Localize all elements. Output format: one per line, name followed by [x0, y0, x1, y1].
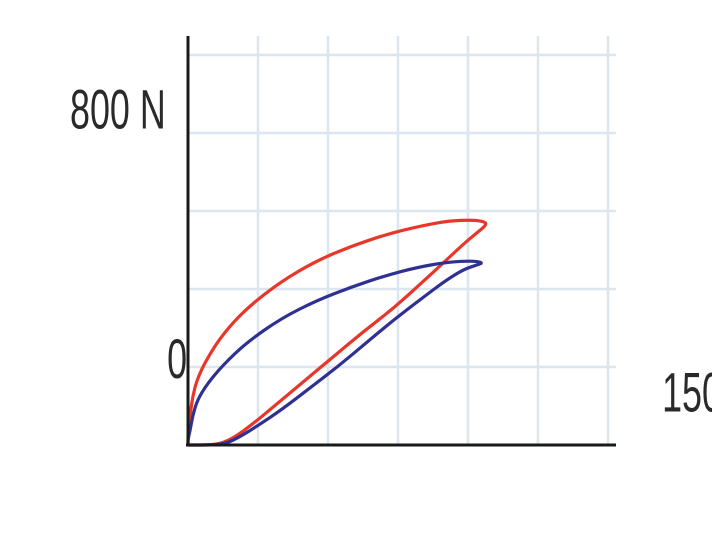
series-0-line: [186, 218, 488, 447]
y-tick-label-1: 0: [167, 328, 187, 390]
series-1-line: [186, 259, 483, 447]
grid: [188, 36, 616, 445]
axes: [186, 36, 616, 447]
series-layer: [186, 218, 488, 447]
tick-labels: 800 N 0 150 N: [70, 78, 712, 423]
x-tick-label-0: 150 N: [662, 362, 712, 424]
y-tick-label-0: 800 N: [70, 78, 166, 140]
